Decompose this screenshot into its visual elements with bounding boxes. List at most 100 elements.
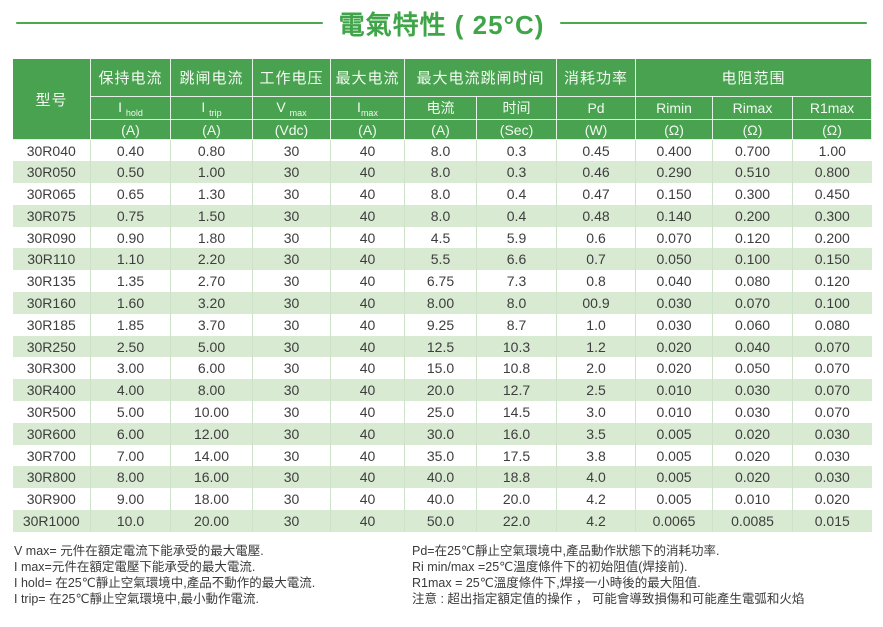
cell-i-trip: 16.00 bbox=[170, 466, 253, 489]
cell-ri-min: 0.040 bbox=[635, 270, 713, 293]
cell-r1-max: 0.030 bbox=[792, 444, 872, 467]
cell-v-max: 30 bbox=[252, 313, 331, 336]
cell-i-hold: 1.35 bbox=[90, 270, 171, 293]
cell-ri-min: 0.030 bbox=[635, 292, 713, 314]
table-row: 30R110 1.10 2.20 30 40 5.5 6.6 0.7 0.050 0.100 0.1… bbox=[12, 248, 872, 271]
cell-ri-min: 0.005 bbox=[635, 488, 713, 511]
cell-v-max: 30 bbox=[252, 401, 331, 423]
cell-trip-current: 8.00 bbox=[404, 292, 477, 314]
cell-pd: 4.0 bbox=[556, 466, 636, 489]
table-row: 30R300 3.00 6.00 30 40 15.0 10.8 2.0 0.020 0.050 0… bbox=[13, 357, 872, 380]
cell-ri-max: 0.030 bbox=[712, 401, 793, 423]
cell-v-max: 30 bbox=[252, 248, 331, 271]
cell-v-max: 30 bbox=[252, 488, 331, 511]
cell-i-hold: 0.40 bbox=[90, 139, 171, 162]
unit-rimin: (Ω) bbox=[635, 119, 714, 140]
cell-pd: 0.8 bbox=[556, 270, 636, 293]
cell-r1-max: 1.00 bbox=[792, 139, 872, 162]
cell-trip-current: 8.0 bbox=[404, 161, 477, 184]
cell-pd: 4.2 bbox=[556, 510, 636, 532]
cell-i-hold: 3.00 bbox=[90, 357, 171, 380]
cell-trip-time: 18.8 bbox=[475, 466, 557, 489]
cell-r1-max: 0.070 bbox=[792, 357, 872, 380]
footnote-itrip: I trip= 在25℃靜止空氣環境中,最小動作電流. bbox=[14, 591, 259, 606]
cell-r1-max: 0.020 bbox=[792, 488, 872, 511]
cell-pd: 2.0 bbox=[556, 357, 636, 380]
cell-trip-time: 7.3 bbox=[475, 270, 557, 293]
cell-ri-max: 0.060 bbox=[712, 313, 793, 336]
cell-pd: 0.45 bbox=[556, 139, 636, 162]
title-rule-left bbox=[16, 22, 323, 24]
table-row: 30R185 1.85 3.70 30 40 9.25 8.7 1.0 0.030 0.060 0.… bbox=[13, 313, 872, 336]
cell-ri-max: 0.120 bbox=[712, 226, 793, 249]
cell-pd: 00.9 bbox=[556, 292, 636, 314]
table-header: 型号 保持电流 跳闸电流 工作电压 最大电流 最大电流跳闸时间 消耗功率 电阻范… bbox=[12, 58, 873, 140]
cell-model: 30R040 bbox=[26, 142, 76, 159]
electrical-characteristics-table: 型号 保持电流 跳闸电流 工作电压 最大电流 最大电流跳闸时间 消耗功率 电阻范… bbox=[12, 58, 873, 532]
cell-i-hold: 0.65 bbox=[90, 183, 171, 205]
cell-r1-max: 0.030 bbox=[792, 466, 872, 489]
cell-i-trip: 3.20 bbox=[170, 292, 253, 314]
cell-trip-time: 22.0 bbox=[475, 510, 557, 532]
col-header-hold-current: 保持电流 bbox=[90, 58, 171, 97]
unit-pd: (W) bbox=[556, 119, 637, 140]
table-row: 30R600 6.00 12.00 30 40 30.0 16.0 3.5 0.005 0.020… bbox=[12, 422, 872, 445]
cell-pd: 1.0 bbox=[556, 313, 636, 336]
cell-i-trip: 1.80 bbox=[170, 226, 253, 249]
col-header-power-dissipation: 消耗功率 bbox=[556, 58, 637, 97]
cell-v-max: 30 bbox=[252, 335, 331, 358]
cell-v-max: 30 bbox=[252, 444, 331, 467]
footnote-imax: I max=元件在額定電壓下能承受的最大電流. bbox=[14, 559, 256, 574]
cell-ri-max: 0.080 bbox=[712, 270, 793, 293]
cell-ri-max: 0.700 bbox=[712, 139, 793, 162]
footnotes: V max= 元件在額定電流下能承受的最大電壓. I max=元件在額定電壓下能… bbox=[14, 543, 871, 607]
cell-trip-time: 0.4 bbox=[475, 204, 557, 227]
cell-i-max: 40 bbox=[330, 292, 405, 314]
cell-ri-max: 0.300 bbox=[712, 183, 793, 205]
cell-r1-max: 0.015 bbox=[792, 510, 872, 532]
cell-i-max: 40 bbox=[330, 248, 405, 271]
cell-pd: 2.5 bbox=[556, 379, 636, 402]
cell-pd: 3.0 bbox=[556, 401, 636, 423]
cell-model: 30R900 bbox=[26, 491, 76, 508]
cell-trip-time: 8.0 bbox=[475, 292, 557, 314]
cell-trip-current: 4.5 bbox=[404, 226, 477, 249]
cell-i-hold: 1.60 bbox=[90, 292, 171, 314]
cell-i-trip: 1.30 bbox=[170, 183, 253, 205]
cell-pd: 1.2 bbox=[556, 335, 636, 358]
cell-trip-time: 0.3 bbox=[475, 139, 557, 162]
cell-model: 30R250 bbox=[12, 335, 91, 358]
unit-i-trip: (A) bbox=[170, 119, 253, 140]
cell-r1-max: 0.070 bbox=[792, 379, 872, 402]
table-row: 30R050 0.50 1.00 30 40 8.0 0.3 0.46 0.290 0.510 0.… bbox=[12, 161, 872, 184]
cell-i-trip: 18.00 bbox=[170, 488, 253, 511]
cell-i-trip: 1.50 bbox=[170, 204, 253, 227]
cell-trip-time: 10.8 bbox=[475, 357, 557, 380]
cell-v-max: 30 bbox=[252, 379, 331, 402]
title-bar: 電氣特性 ( 25°C) bbox=[0, 0, 883, 58]
cell-pd: 0.6 bbox=[556, 226, 636, 249]
footnotes-left: V max= 元件在額定電流下能承受的最大電壓. I max=元件在額定電壓下能… bbox=[14, 543, 412, 607]
symbol-pd: Pd bbox=[556, 96, 637, 120]
cell-r1-max: 0.100 bbox=[792, 292, 872, 314]
cell-i-max: 40 bbox=[330, 313, 405, 336]
cell-ri-min: 0.0065 bbox=[635, 510, 713, 532]
footnote-ihold: I hold= 在25℃靜止空氣環境中,產品不動作的最大電流. bbox=[14, 575, 316, 590]
cell-i-max: 40 bbox=[330, 488, 405, 511]
cell-trip-time: 14.5 bbox=[475, 401, 557, 423]
table-row: 30R900 9.00 18.00 30 40 40.0 20.0 4.2 0.005 0.010… bbox=[13, 488, 872, 511]
cell-i-hold: 9.00 bbox=[90, 488, 171, 511]
cell-i-max: 40 bbox=[330, 183, 405, 205]
table-row: 30R090 0.90 1.80 30 40 4.5 5.9 0.6 0.070 0.120 0.2… bbox=[13, 226, 872, 249]
cell-trip-current: 12.5 bbox=[404, 335, 477, 358]
cell-v-max: 30 bbox=[252, 357, 331, 380]
cell-v-max: 30 bbox=[252, 139, 331, 162]
cell-model: 30R065 bbox=[26, 185, 76, 202]
table-row: 30R135 1.35 2.70 30 40 6.75 7.3 0.8 0.040 0.080 0.… bbox=[13, 270, 872, 293]
table-row: 30R040 0.40 0.80 30 40 8.0 0.3 0.45 0.400 0.700 1.… bbox=[13, 139, 872, 162]
cell-i-max: 40 bbox=[330, 270, 405, 293]
cell-i-hold: 10.0 bbox=[90, 510, 171, 532]
unit-i-max: (A) bbox=[330, 119, 405, 140]
cell-trip-current: 40.0 bbox=[404, 466, 477, 489]
cell-v-max: 30 bbox=[252, 204, 331, 227]
